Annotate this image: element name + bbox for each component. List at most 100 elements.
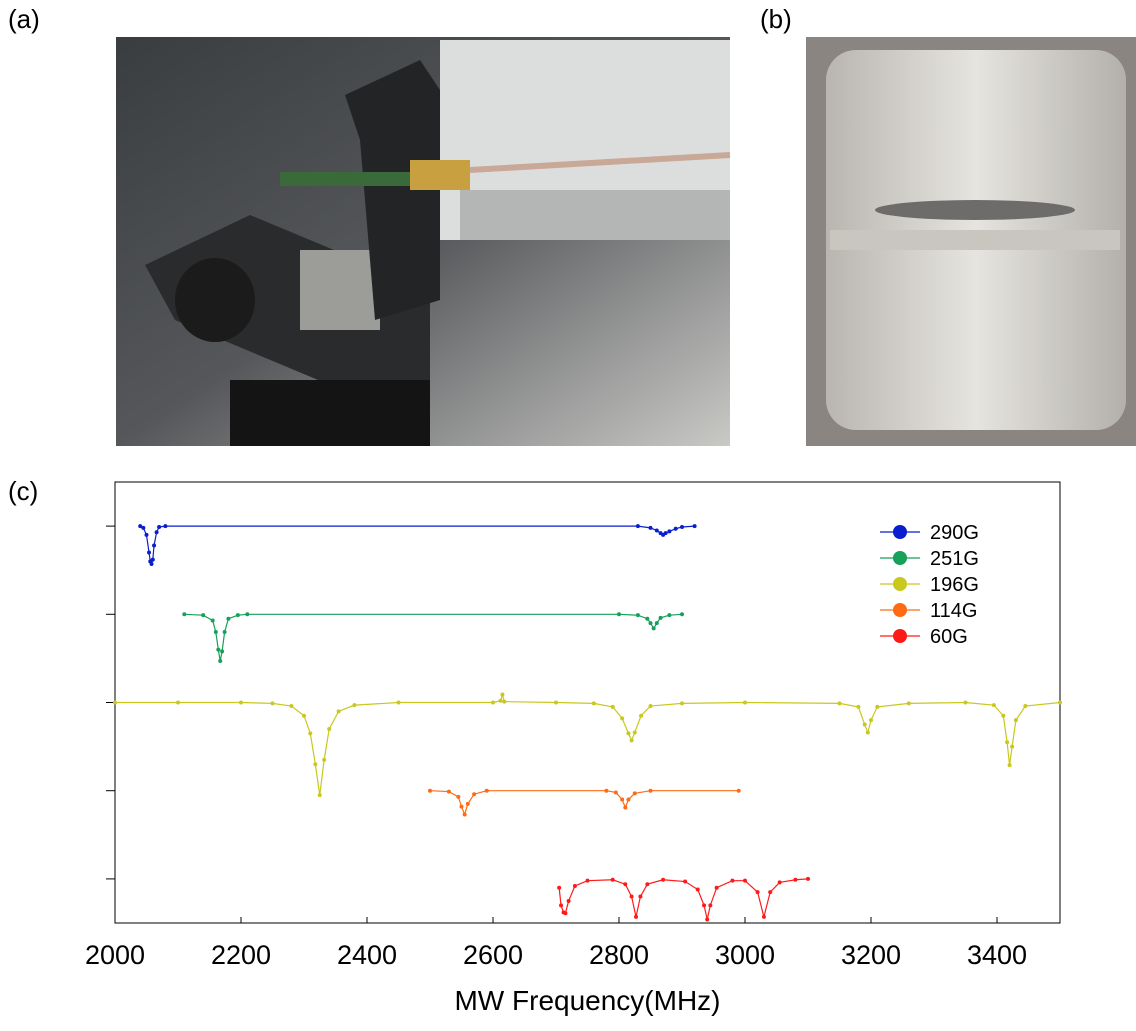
data-point [777, 880, 782, 885]
data-point [702, 903, 707, 908]
data-point [610, 877, 615, 882]
data-point [613, 790, 618, 795]
data-point [396, 700, 401, 705]
data-point [498, 698, 503, 703]
data-point [235, 613, 240, 618]
data-point [654, 528, 659, 533]
data-point [226, 616, 231, 621]
data-point [730, 878, 735, 883]
data-point [743, 700, 747, 705]
data-point [620, 797, 625, 802]
data-point [705, 917, 710, 922]
data-point [218, 659, 223, 664]
x-tick-label: 2200 [211, 940, 271, 970]
series-line [184, 613, 683, 662]
data-point [500, 692, 505, 697]
data-point [648, 788, 653, 793]
data-point [963, 700, 968, 705]
data-point [1013, 718, 1018, 723]
series-line [558, 878, 809, 920]
data-point [1058, 700, 1062, 705]
data-point [626, 731, 631, 736]
data-point [632, 791, 637, 796]
data-point [322, 757, 327, 762]
x-tick-label: 2400 [337, 940, 397, 970]
data-point [302, 713, 306, 718]
data-point [692, 524, 697, 529]
legend-marker [893, 577, 907, 591]
data-point [472, 792, 477, 797]
data-point [1023, 704, 1028, 709]
data-point [1001, 713, 1006, 718]
data-point [113, 700, 117, 705]
data-point [651, 626, 656, 631]
legend-label: 251G [930, 548, 979, 570]
data-point [680, 701, 684, 706]
legend-label: 60G [930, 626, 968, 648]
legend-label: 290G [930, 522, 979, 544]
data-point [144, 532, 149, 537]
data-point [149, 562, 154, 567]
data-point [658, 615, 663, 620]
data-point [163, 524, 168, 529]
data-point [673, 526, 678, 531]
data-point [1007, 763, 1012, 768]
x-tick-label: 3000 [715, 940, 775, 970]
data-point [563, 911, 568, 916]
data-point [336, 709, 341, 714]
series-line [115, 692, 1061, 796]
data-point [491, 700, 495, 705]
data-point [648, 704, 653, 709]
data-point [632, 730, 637, 735]
legend-marker [893, 551, 907, 565]
data-point [610, 704, 615, 709]
data-point [645, 882, 650, 887]
data-point [154, 530, 159, 535]
data-point [462, 812, 467, 817]
panel-label: (b) [760, 4, 792, 34]
data-point [220, 649, 225, 654]
data-point [634, 914, 639, 919]
data-point [182, 612, 187, 617]
panel-label: (c) [8, 476, 38, 506]
data-point [327, 726, 332, 731]
data-point [623, 805, 628, 810]
data-point [239, 700, 243, 705]
data-point [648, 525, 653, 530]
data-point [661, 877, 666, 882]
data-point [1010, 744, 1015, 749]
data-point [213, 629, 218, 634]
data-point [147, 550, 152, 555]
x-tick-label: 2800 [589, 940, 649, 970]
data-point [667, 613, 672, 618]
data-point [862, 722, 867, 727]
data-point [755, 890, 760, 895]
data-point [502, 699, 507, 704]
data-point [667, 529, 672, 534]
data-point [837, 701, 842, 706]
data-point [865, 730, 870, 735]
data-point [654, 621, 659, 626]
data-point [638, 894, 643, 899]
legend-label: 114G [930, 600, 977, 622]
data-point [736, 788, 741, 793]
data-point [635, 524, 640, 529]
data-point [459, 804, 464, 809]
data-point [245, 612, 250, 617]
data-point [216, 647, 221, 652]
data-point [629, 738, 634, 743]
data-point [157, 524, 162, 529]
data-point [566, 898, 571, 903]
data-point [793, 877, 798, 882]
data-point [270, 701, 275, 706]
data-point [465, 801, 470, 806]
data-point [680, 524, 684, 529]
data-point [176, 700, 180, 705]
photo-container [806, 37, 1136, 446]
x-tick-label: 2000 [85, 940, 145, 970]
data-point [761, 914, 766, 919]
data-point [317, 793, 322, 798]
data-point [152, 543, 157, 548]
legend-marker [893, 525, 907, 539]
